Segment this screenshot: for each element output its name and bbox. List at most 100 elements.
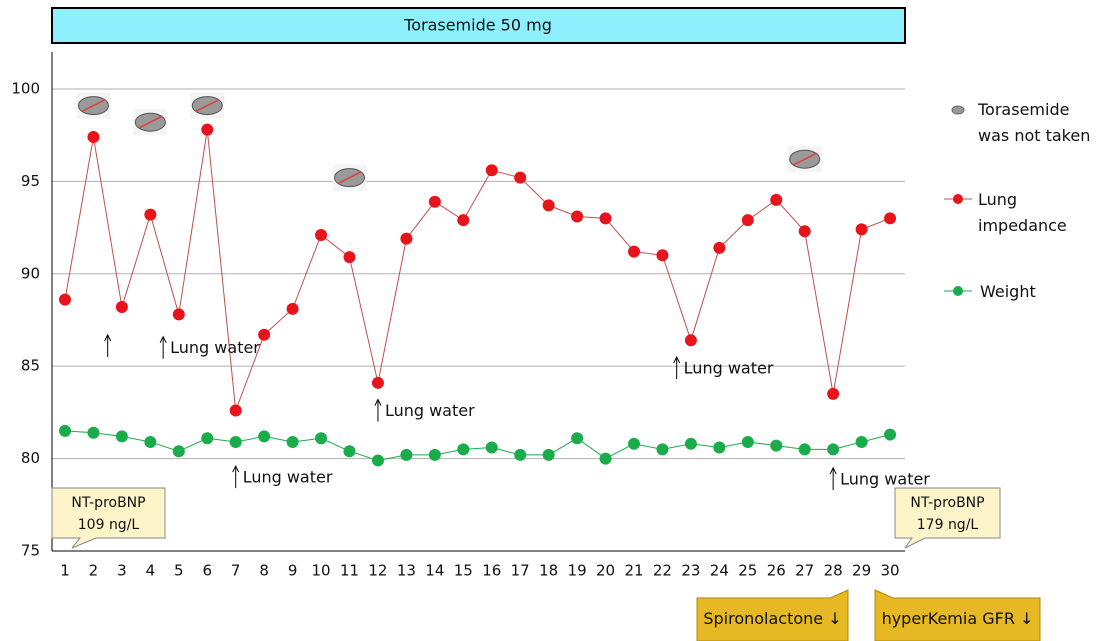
data-point <box>542 199 555 212</box>
legend-pill <box>951 105 965 115</box>
data-point <box>770 439 783 452</box>
data-point <box>457 214 470 227</box>
callout-line: 109 ng/L <box>77 517 140 533</box>
data-point <box>684 334 697 347</box>
x-tick-label: 16 <box>482 562 501 580</box>
data-point <box>59 424 71 437</box>
data-point <box>884 212 897 225</box>
data-point <box>371 376 384 389</box>
data-point <box>571 432 584 445</box>
data-point <box>201 123 214 136</box>
data-point <box>684 437 697 450</box>
data-point <box>884 428 897 441</box>
x-tick-label: 22 <box>653 562 672 580</box>
data-point <box>741 435 754 448</box>
data-point <box>115 430 128 443</box>
pill-cross <box>194 98 220 113</box>
x-tick-label: 7 <box>231 562 241 580</box>
annotation: Lung water <box>170 338 260 357</box>
data-point <box>428 448 441 461</box>
x-tick-label: 2 <box>89 562 99 580</box>
data-point <box>542 448 555 461</box>
data-point <box>258 328 271 341</box>
data-point <box>514 171 527 184</box>
arrow-head <box>232 464 240 473</box>
x-tick-label: 13 <box>397 562 416 580</box>
data-point <box>400 448 413 461</box>
series-line <box>64 430 891 461</box>
data-point <box>628 437 640 450</box>
arrow-head <box>374 398 382 406</box>
x-tick-label: 6 <box>202 562 212 580</box>
data-point <box>571 210 584 223</box>
note-text: Spironolactone ↓ <box>703 609 842 628</box>
data-point <box>827 387 840 400</box>
data-point <box>144 208 157 221</box>
data-point <box>599 452 612 465</box>
data-point <box>855 435 868 448</box>
note-shape <box>874 589 1041 641</box>
data-point <box>144 435 157 448</box>
annotation: Lung water <box>385 401 475 420</box>
chart-title: Torasemide 50 mg <box>403 16 552 35</box>
x-tick-label: 15 <box>454 562 473 580</box>
legend-marker <box>953 286 963 296</box>
callout-text: NT-proBNP 179 ng/L <box>895 492 1000 536</box>
data-point <box>485 164 498 177</box>
legend-marker <box>953 194 963 204</box>
x-tick-label: 24 <box>710 562 729 580</box>
callout-shape <box>51 487 166 549</box>
y-tick-label: 90 <box>21 264 40 282</box>
x-tick-label: 8 <box>259 562 269 580</box>
callout-line: NT-proBNP <box>910 495 985 511</box>
arrow-head <box>159 335 167 343</box>
x-tick-label: 20 <box>596 562 615 580</box>
data-point <box>599 212 612 225</box>
x-tick-label: 29 <box>852 562 871 580</box>
pill-cross <box>792 152 818 166</box>
annotation: Lung water <box>840 469 930 488</box>
data-point <box>713 441 726 454</box>
arrow-head <box>104 333 112 342</box>
y-tick-label: 100 <box>11 79 40 97</box>
pill-cross <box>138 115 163 129</box>
data-point <box>87 131 100 144</box>
callout-shape <box>894 487 1001 549</box>
pill-cross <box>337 171 362 185</box>
x-tick-label: 10 <box>312 562 331 580</box>
data-point <box>741 214 754 227</box>
y-tick-label: 75 <box>21 542 40 560</box>
data-point <box>286 302 299 315</box>
data-point <box>827 443 840 456</box>
x-tick-label: 4 <box>146 562 156 580</box>
x-tick-label: 9 <box>288 562 298 580</box>
data-point <box>87 426 100 439</box>
x-tick-label: 26 <box>767 562 786 580</box>
data-point <box>770 193 783 206</box>
y-tick-label: 95 <box>21 172 40 190</box>
data-point <box>286 435 299 448</box>
callout-line: NT-proBNP <box>71 495 146 511</box>
x-tick-label: 1 <box>60 562 70 580</box>
note-text: hyperKemia GFR ↓ <box>881 609 1034 628</box>
data-point <box>656 249 669 262</box>
data-point <box>514 448 527 461</box>
data-point <box>343 251 356 264</box>
x-tick-label: 12 <box>368 562 387 580</box>
x-tick-label: 25 <box>738 562 757 580</box>
data-point <box>457 443 470 456</box>
x-tick-label: 17 <box>511 562 530 580</box>
x-tick-label: 3 <box>117 562 127 580</box>
data-point <box>229 404 242 417</box>
annotation: Lung water <box>684 359 774 378</box>
data-point <box>258 430 271 443</box>
x-tick-label: 5 <box>174 562 184 580</box>
legend-entry: Weight <box>980 282 1036 301</box>
banner <box>51 7 906 44</box>
data-point <box>798 443 811 456</box>
data-point <box>315 432 328 445</box>
y-tick-label: 85 <box>21 357 40 375</box>
arrow-head <box>673 355 681 364</box>
